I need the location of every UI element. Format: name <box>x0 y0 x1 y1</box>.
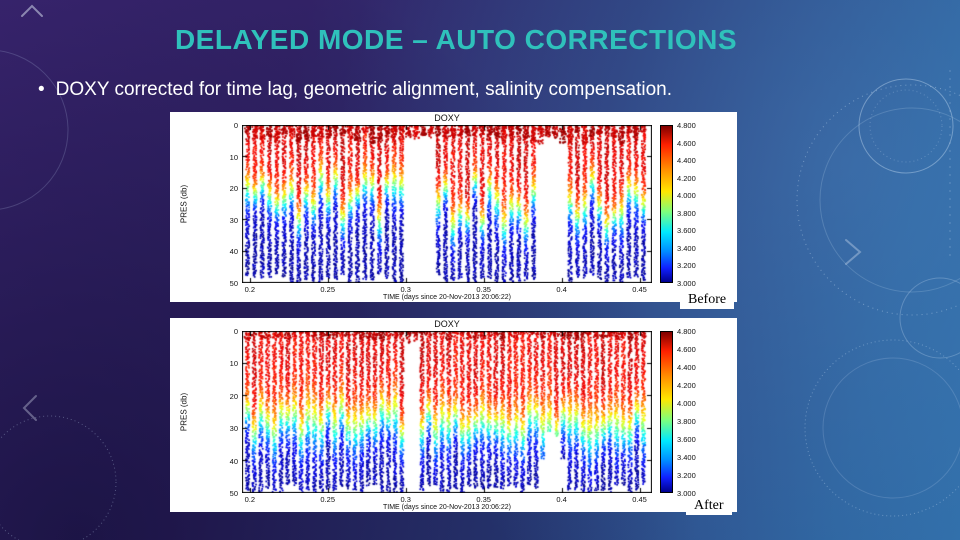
y-tick-label: 50 <box>229 489 238 498</box>
x-tick-label: 0.2 <box>244 495 255 504</box>
colorbar-tick-label: 4.600 <box>677 345 696 354</box>
x-tick-label: 0.45 <box>632 285 647 294</box>
x-tick-label: 0.2 <box>244 285 255 294</box>
x-axis-label: TIME (days since 20-Nov-2013 20:06:22) <box>382 294 511 301</box>
colorbar-tick-label: 3.600 <box>677 435 696 444</box>
after-label: After <box>686 497 732 515</box>
chevron-right-icon <box>845 239 862 265</box>
colorbar-tick-label: 4.800 <box>677 121 696 130</box>
x-tick-label: 0.4 <box>556 495 567 504</box>
bullet-text: DOXY corrected for time lag, geometric a… <box>55 79 673 100</box>
colorbar-tick-label: 3.000 <box>677 489 696 498</box>
colorbar-tick-label: 3.200 <box>677 261 696 271</box>
colorbar-tick-label: 3.400 <box>677 243 696 253</box>
colorbar-tick-label: 4.200 <box>677 173 696 183</box>
chart-before-doxy-scatter: DOXY PRES (db) 0 10 20 30 40 50 0.2 0.25 0.3 0.35 0.… <box>170 112 737 302</box>
chart-title: DOXY <box>434 113 460 123</box>
colorbar-tick-label: 4.000 <box>677 191 696 201</box>
y-tick-label: 40 <box>229 456 238 466</box>
y-tick-label: 30 <box>229 424 238 434</box>
x-axis-label: TIME (days since 20-Nov-2013 20:06:22) <box>382 504 511 511</box>
colorbar-tick-label: 3.600 <box>677 226 696 236</box>
chart-title: DOXY <box>434 319 460 329</box>
colorbar-tick-label: 4.600 <box>677 138 696 148</box>
colorbar-tick-label: 3.800 <box>677 417 696 426</box>
x-tick-label: 0.4 <box>556 285 567 294</box>
circle-bottom-left <box>0 415 117 540</box>
colorbar-tick-label: 4.800 <box>677 327 696 336</box>
colorbar <box>660 125 673 283</box>
circle-mid-right <box>899 277 960 359</box>
y-tick-label: 30 <box>229 215 238 225</box>
y-tick-label: 20 <box>229 391 238 401</box>
circle-top-right-inner <box>869 89 943 163</box>
y-tick-label: 0 <box>233 327 238 336</box>
y-tick-label: 0 <box>233 121 238 130</box>
chevron-up-icon <box>21 4 43 17</box>
scatter-plot-canvas-after <box>242 331 652 493</box>
x-tick-label: 0.25 <box>320 495 336 504</box>
chevron-left-icon <box>22 395 37 421</box>
x-tick-label: 0.35 <box>476 495 491 504</box>
before-label: Before <box>680 291 735 309</box>
compass-circle-inner <box>819 107 960 293</box>
compass-circle-large <box>796 84 960 316</box>
colorbar-tick-label: 3.800 <box>677 208 696 218</box>
chart-after-doxy-scatter: DOXY PRES (db) 0 10 20 30 40 50 0.2 0.25 0.3 0.35 0.… <box>170 318 737 512</box>
x-tick-label: 0.25 <box>320 285 336 294</box>
circle-top-right <box>858 78 954 174</box>
y-tick-label: 20 <box>229 184 238 194</box>
scatter-plot-canvas-before <box>242 125 652 283</box>
colorbar-tick-label: 3.200 <box>677 471 696 480</box>
x-tick-label: 0.45 <box>632 495 647 504</box>
colorbar-tick-label: 4.200 <box>677 381 696 390</box>
bullet-item: • DOXY corrected for time lag, geometric… <box>38 79 672 101</box>
slide-title: DELAYED MODE – AUTO CORRECTIONS <box>174 24 738 55</box>
colorbar-tick-label: 3.000 <box>677 279 696 288</box>
bullet-icon: • <box>38 79 45 100</box>
colorbar-tick-label: 4.000 <box>677 399 696 408</box>
x-tick-label: 0.3 <box>400 495 411 504</box>
y-tick-label: 10 <box>229 359 238 369</box>
colorbar-tick-label: 4.400 <box>677 156 696 166</box>
circle-left-edge <box>0 50 69 210</box>
x-tick-label: 0.35 <box>476 285 491 294</box>
y-axis-label: PRES (db) <box>179 392 189 432</box>
circle-bottom-right <box>804 339 960 517</box>
circle-bottom-right-inner <box>822 357 960 499</box>
colorbar-tick-label: 3.400 <box>677 453 696 462</box>
colorbar <box>660 331 673 493</box>
y-tick-label: 50 <box>229 279 238 288</box>
y-axis-label: PRES (db) <box>179 184 189 224</box>
y-tick-label: 10 <box>229 152 238 162</box>
x-tick-label: 0.3 <box>400 285 411 294</box>
y-tick-label: 40 <box>229 247 238 257</box>
colorbar-tick-label: 4.400 <box>677 363 696 372</box>
